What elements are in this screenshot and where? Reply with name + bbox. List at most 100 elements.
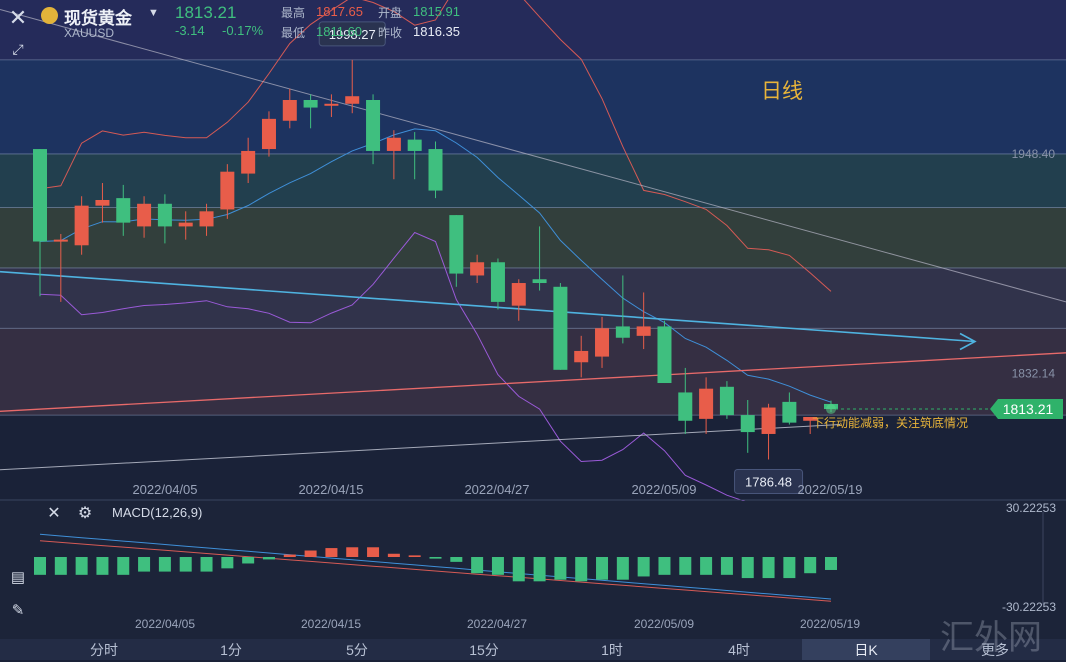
gold-coin-icon (41, 7, 58, 24)
candle-body (553, 286, 568, 370)
macd-histogram-bar (34, 557, 46, 575)
price-zone-band (0, 153, 1066, 208)
layers-icon[interactable]: ▤ (10, 569, 26, 586)
macd-x-tick-label: 2022/05/19 (800, 617, 860, 631)
macd-dif-line (39, 533, 832, 600)
candle-body (678, 392, 693, 421)
candle-body (699, 388, 714, 419)
price-change: -3.14 (175, 23, 205, 38)
price-zone-band (0, 267, 1066, 329)
macd-histogram-bar (596, 557, 609, 580)
macd-x-tick-label: 2022/05/09 (634, 617, 694, 631)
close-indicator-icon[interactable]: ✕ (47, 505, 61, 522)
macd-histogram-bar (471, 557, 484, 574)
candle-body (532, 279, 547, 284)
macd-histogram-bar (179, 557, 192, 572)
candle-body (157, 203, 172, 227)
macd-histogram-bar (221, 557, 234, 569)
macd-histogram-bar (54, 557, 67, 575)
price-zone-band (0, 207, 1066, 268)
candle-body (740, 415, 755, 433)
close-icon[interactable]: ✕ (8, 5, 28, 30)
macd-histogram-bar (96, 557, 109, 575)
candle-body (324, 103, 339, 106)
macd-histogram-bar (741, 557, 754, 579)
macd-histogram-bar (429, 557, 442, 559)
macd-histogram-bar (804, 557, 817, 574)
tab-1hour[interactable]: 1时 (601, 642, 623, 658)
candle-body (137, 203, 152, 227)
macd-histogram-bar (450, 557, 463, 562)
candle-body (199, 211, 214, 227)
macd-histogram-bar (387, 553, 400, 557)
macd-histogram-bar (408, 555, 421, 557)
low-label: 最低 (281, 26, 306, 40)
tab-fenshi[interactable]: 分时 (90, 642, 118, 658)
expand-icon[interactable]: ⤢ (12, 40, 24, 57)
tab-daily[interactable]: 日K (802, 639, 930, 660)
macd-pane-bg (0, 501, 1066, 639)
symbol-code: XAUUSD (64, 26, 115, 40)
open-label: 开盘 (378, 6, 403, 20)
symbol-name[interactable]: 现货黄金 (64, 9, 132, 28)
candle-body (261, 118, 276, 150)
x-tick-label: 2022/05/19 (797, 482, 862, 497)
candle-body (636, 326, 651, 336)
macd-histogram-bar (783, 557, 796, 579)
candle-body (95, 200, 110, 206)
y-tick-label: 1832.14 (1012, 366, 1056, 380)
chevron-down-icon[interactable]: ▼ (148, 7, 159, 19)
high-marker-label: 1998.27 (329, 27, 376, 42)
tab-more[interactable]: 更多 (981, 642, 1009, 658)
boll-upper-line (39, 0, 832, 292)
macd-histogram-bar (325, 548, 338, 557)
macd-histogram-bar (491, 557, 504, 575)
candle-body (574, 350, 589, 363)
macd-histogram-bar (762, 557, 775, 579)
macd-title: MACD(12,26,9) (112, 505, 202, 520)
cyan-arrow-head (959, 332, 977, 351)
candle-body (595, 328, 610, 357)
tab-15min[interactable]: 15分 (469, 642, 499, 658)
candle-body (428, 149, 443, 191)
prev-close-value: 1816.35 (413, 24, 460, 39)
macd-histogram-bar (242, 557, 255, 564)
macd-histogram-bar (616, 557, 629, 580)
x-tick-label: 2022/04/27 (464, 482, 529, 497)
candle-body (282, 100, 297, 121)
macd-histogram-bar (512, 557, 525, 582)
commentary-text: 下行动能减弱，关注筑底情况 (812, 415, 968, 430)
candle-body (657, 326, 672, 384)
candle-body (386, 137, 401, 151)
x-tick-label: 2022/04/05 (132, 482, 197, 497)
macd-histogram-bar (117, 557, 130, 575)
candle-body (303, 100, 318, 108)
tab-5min[interactable]: 5分 (346, 642, 368, 658)
macd-y-tick-label: 30.22253 (1006, 501, 1056, 515)
macd-histogram-bar (283, 554, 296, 557)
macd-histogram-bar (262, 557, 275, 560)
macd-histogram-bar (200, 557, 213, 572)
last-price: 1813.21 (175, 3, 237, 22)
macd-histogram-bar (75, 557, 88, 575)
settings-icon[interactable]: ⚙ (77, 505, 93, 522)
candle-body (490, 262, 505, 302)
red-support-line (0, 352, 1066, 412)
pencil-icon[interactable]: ✎ (11, 602, 25, 619)
price-zone-band (0, 328, 1066, 416)
macd-x-tick-label: 2022/04/05 (135, 617, 195, 631)
candle-body (761, 407, 776, 434)
x-tick-label: 2022/05/09 (631, 482, 696, 497)
macd-histogram-bar (304, 550, 317, 557)
candle-body (116, 198, 131, 223)
candle-body (220, 171, 235, 210)
y-tick-label: 1948.40 (1012, 147, 1056, 161)
tab-1min[interactable]: 1分 (220, 642, 242, 658)
tab-4hour[interactable]: 4时 (728, 642, 750, 658)
current-price-tag: 1813.21 (1003, 401, 1054, 417)
candle-body (178, 222, 193, 227)
low-value: 1811.60 (316, 24, 363, 39)
macd-histogram-bar (825, 557, 837, 570)
